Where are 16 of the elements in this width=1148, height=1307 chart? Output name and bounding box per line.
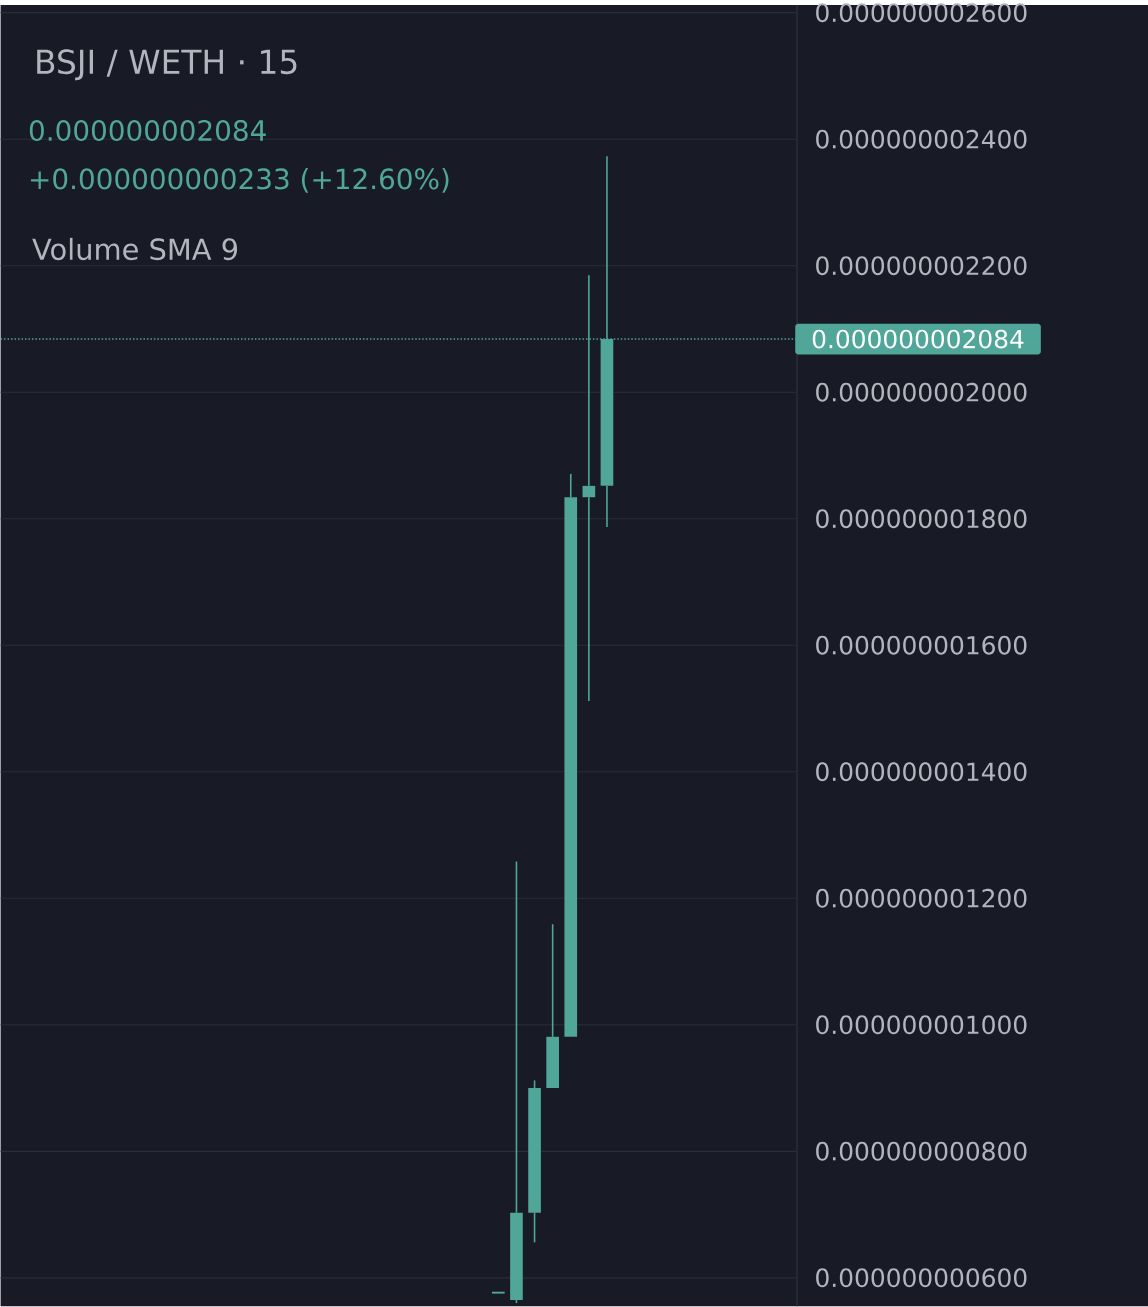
y-tick-label: 0.000000001200 [815,888,1027,908]
y-tick-label: 0.000000002600 [815,3,1027,23]
annotation: +0.000000000233 (+12.60%) [30,167,449,193]
y-tick-label: 0.000000002200 [815,256,1027,276]
y-tick-label: 0.000000000600 [815,1268,1027,1288]
y-tick-label: 0.000000000800 [815,1141,1027,1161]
text: BSJI / WETH · 15 [36,49,297,81]
y-tick-label: 0.000000001800 [815,509,1027,529]
annotation: 0.000000002084 [29,120,266,142]
y-tick-label: 0.000000001000 [815,1015,1027,1035]
annotation: Volume SMA 9 [32,237,237,261]
ref-line-label: 0.000000002084 [812,329,1024,349]
y-tick-label: 0.000000001400 [815,762,1027,782]
y-tick-label: 0.000000001600 [815,635,1027,655]
y-tick-label: 0.000000002000 [815,382,1027,402]
y-tick-label: 0.000000002400 [815,129,1027,149]
